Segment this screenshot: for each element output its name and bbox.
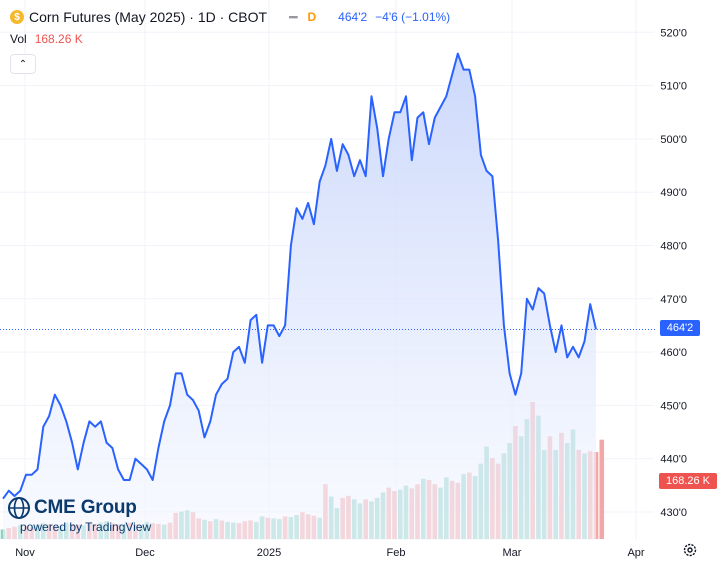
data-marker: D [307,10,317,24]
y-tick-label: 440'0 [660,454,687,466]
x-tick-label: 2025 [257,547,281,559]
cme-logo-text: CME Group [34,497,137,518]
y-tick-label: 430'0 [660,507,687,519]
x-tick-label: Mar [503,547,522,559]
x-tick-label: Apr [627,547,644,559]
volume-badge: 168.26 K [659,473,717,489]
last-price-value: 464'2 [338,10,368,24]
y-tick-label: 500'0 [660,134,687,146]
y-tick-label: 490'0 [660,187,687,199]
series-style-icon: ━ [289,8,298,25]
y-tick-label: 510'0 [660,81,687,93]
volume-legend: Vol 168.26 K [10,32,83,46]
volume-value: 168.26 K [34,32,83,46]
powered-by-text: powered by TradingView [20,520,152,534]
symbol-title[interactable]: Corn Futures (May 2025) · 1D · CBOT [29,9,268,25]
symbol-icon: $ [10,10,24,24]
y-tick-label: 470'0 [660,294,687,306]
price-area-fill [3,53,596,540]
price-change: −4'6 (−1.01%) [375,10,451,24]
y-tick-label: 520'0 [660,27,687,39]
price-axis[interactable]: 430'0 440'0 450'0 460'0 470'0 480'0 490'0 500'0… [660,27,687,519]
y-tick-label: 480'0 [660,241,687,253]
x-tick-label: Dec [135,547,155,559]
y-tick-label: 460'0 [660,347,687,359]
chevron-up-icon: ⌃ [18,58,28,70]
y-tick-label: 450'0 [660,400,687,412]
gear-icon[interactable] [682,542,698,558]
collapse-legend-button[interactable]: ⌃ [10,54,36,74]
x-tick-label: Feb [387,547,406,559]
volume-bar [599,439,605,539]
chart-legend: $ Corn Futures (May 2025) · 1D · CBOT ━ … [10,7,450,27]
x-tick-label: Nov [15,547,35,559]
volume-label: Vol [10,32,27,46]
globe-logo-icon [8,497,30,519]
price-area [2,52,597,540]
cme-group-logo: CME Group [8,497,137,519]
price-line [2,52,597,500]
last-price-badge: 464'2 [660,320,700,336]
time-axis[interactable]: Nov Dec 2025 Feb Mar Apr [15,547,645,559]
